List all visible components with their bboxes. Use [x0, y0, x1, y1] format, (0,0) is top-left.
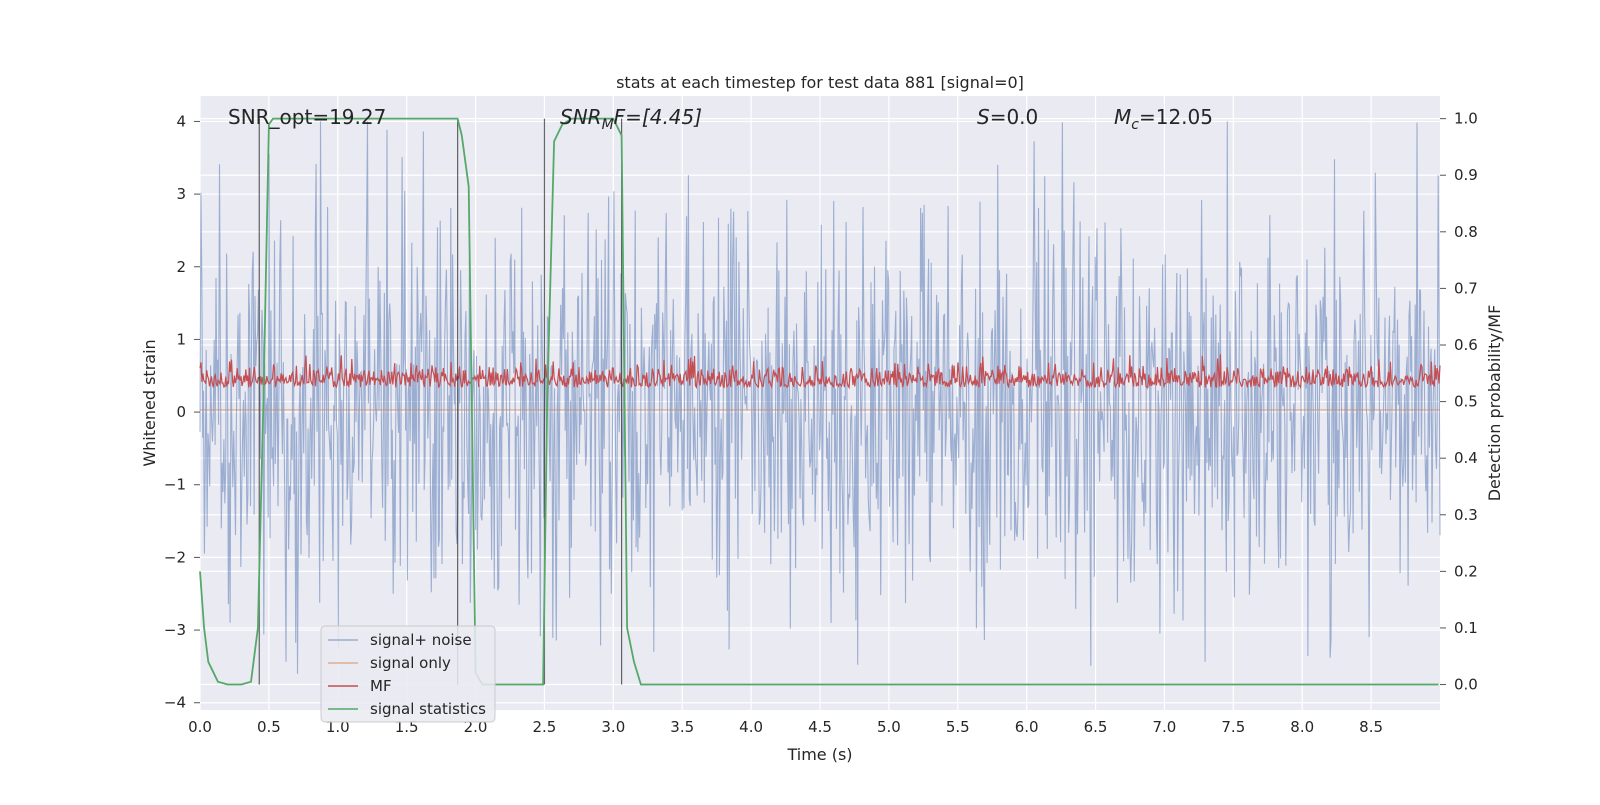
y-tick-label: 0 [176, 403, 186, 421]
x-tick-label: 2.5 [533, 718, 557, 736]
signal-noise-line [199, 121, 1441, 674]
y2-tick-label: 0.7 [1454, 279, 1478, 297]
x-tick-label: 8.5 [1359, 718, 1383, 736]
snr-mf-rest: F=[4.45] [614, 105, 702, 129]
s-rest: =0.0 [990, 105, 1039, 129]
x-tick-label: 8.0 [1290, 718, 1314, 736]
x-tick-label: 7.5 [1221, 718, 1245, 736]
y2-tick-label: 0.6 [1454, 336, 1478, 354]
snr-mf-symbol: SNR [560, 105, 602, 129]
y-tick-label: −2 [164, 548, 186, 566]
y-tick-label: −4 [164, 694, 186, 712]
x-tick-label: 3.0 [601, 718, 625, 736]
x-tick-label: 3.5 [670, 718, 694, 736]
y2-tick-label: 0.8 [1454, 223, 1478, 241]
y-axis-label: Whitened strain [140, 339, 159, 466]
y2-axis-label: Detection probability/MF [1485, 305, 1504, 502]
legend-label-signal: signal only [370, 654, 451, 672]
y2-tick-label: 0.9 [1454, 166, 1478, 184]
mc-annotation: Mc=12.05 [1114, 105, 1213, 133]
chart-title: stats at each timestep for test data 881… [616, 73, 1024, 92]
snr-opt-annotation: SNR_opt=19.27 [228, 105, 386, 129]
y2-tick-label: 0.5 [1454, 393, 1478, 411]
snr-mf-annotation: SNRMF=[4.45] [560, 105, 702, 133]
x-tick-label: 7.0 [1153, 718, 1177, 736]
x-tick-label: 6.0 [1015, 718, 1039, 736]
s-annotation: S=0.0 [977, 105, 1038, 129]
x-tick-label: 4.0 [739, 718, 763, 736]
y2-tick-label: 0.3 [1454, 506, 1478, 524]
x-tick-label: 6.5 [1084, 718, 1108, 736]
x-tick-label: 0.0 [188, 718, 212, 736]
y-tick-label: −1 [164, 476, 186, 494]
y2-tick-label: 0.4 [1454, 449, 1478, 467]
tick-labels: 0.0 0.5 1.0 1.5 2.0 2.5 3.0 3.5 4.0 4.5 5.0 5.5 6.0 6… [164, 110, 1478, 736]
legend-label-noise: signal+ noise [370, 631, 472, 649]
y-tick-label: 3 [176, 185, 186, 203]
legend-label-mf: MF [370, 677, 392, 695]
legend-label-stat: signal statistics [370, 700, 486, 718]
signal-noise-series [199, 121, 1441, 674]
y2-tick-label: 0.1 [1454, 619, 1478, 637]
x-tick-label: 5.0 [877, 718, 901, 736]
y-tick-label: 4 [176, 112, 186, 130]
mf-line [199, 354, 1441, 390]
legend-box [320, 625, 496, 723]
y2-tick-label: 1.0 [1454, 110, 1478, 128]
y2-tick-label: 0.0 [1454, 676, 1478, 694]
x-tick-label: 5.5 [946, 718, 970, 736]
snr-mf-subscript: M [602, 117, 614, 133]
y2-tick-label: 0.2 [1454, 562, 1478, 580]
y-tick-label: 2 [176, 258, 186, 276]
y-tick-label: −3 [164, 621, 186, 639]
mc-symbol: M [1114, 105, 1131, 129]
mc-subscript: c [1131, 117, 1139, 133]
y-tick-label: 1 [176, 330, 186, 348]
s-symbol: S [977, 105, 990, 129]
x-axis-label: Time (s) [786, 745, 852, 764]
legend: signal+ noise signal only MF signal stat… [320, 625, 496, 723]
x-tick-label: 4.5 [808, 718, 832, 736]
x-tick-label: 0.5 [257, 718, 281, 736]
mc-rest: =12.05 [1139, 105, 1213, 129]
mf-series [199, 354, 1441, 390]
